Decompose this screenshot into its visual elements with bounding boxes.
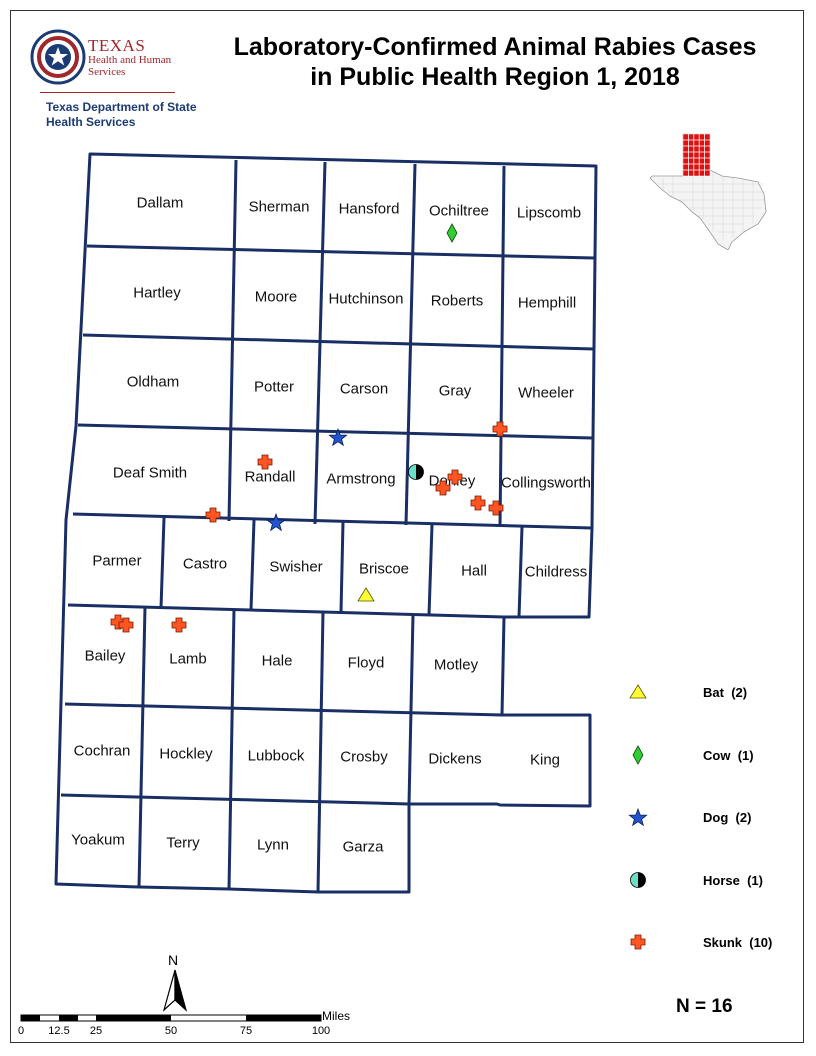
county-label: Hartley: [133, 284, 181, 302]
bat-marker: [357, 587, 375, 602]
county-label: Randall: [244, 468, 296, 486]
county-label: Castro: [182, 555, 228, 573]
county-label: Sherman: [248, 198, 310, 216]
total-count: N = 16: [676, 996, 733, 1017]
county-label: Deaf Smith: [112, 464, 188, 482]
scale-tick-label: 75: [239, 1025, 253, 1037]
county-label: Lynn: [257, 836, 289, 854]
county-label: Terry: [166, 834, 200, 852]
county-label: Lamb: [169, 650, 207, 668]
legend-item-skunk: Skunk (10): [703, 935, 773, 950]
county-label: Lubbock: [247, 747, 305, 765]
skunk-marker: [171, 617, 187, 633]
skunk-marker: [470, 495, 486, 511]
skunk-marker: [447, 469, 463, 485]
legend-item-cow: Cow (1): [703, 748, 754, 763]
county-label: Floyd: [347, 654, 385, 672]
logo-org-name: TEXAS Health and Human Services: [88, 36, 172, 78]
county-label: King: [529, 751, 561, 769]
county-label: Cochran: [73, 742, 131, 760]
triangle-icon: [629, 684, 647, 699]
legend-item-bat: Bat (2): [703, 685, 748, 700]
texas-locator-icon: [649, 133, 767, 250]
map-frame: [10, 10, 804, 1043]
north-label: N: [168, 952, 179, 968]
skunk-marker: [492, 421, 508, 437]
county-label: Motley: [433, 656, 479, 674]
county-label: Moore: [254, 288, 298, 306]
dog-marker: [328, 427, 348, 447]
county-label: Dickens: [428, 750, 482, 768]
scale-unit-label: Miles: [322, 1009, 351, 1023]
county-label: Gray: [438, 382, 472, 400]
county-label: Hemphill: [517, 294, 577, 312]
scale-tick-label: 12.5: [48, 1025, 70, 1037]
county-label: Swisher: [269, 558, 323, 576]
legend-symbols: [628, 684, 648, 950]
county-label: Hale: [261, 652, 293, 670]
county-label: Childress: [524, 563, 588, 581]
half-circle-icon: [630, 872, 646, 888]
cross-icon: [630, 934, 646, 950]
county-label: Carson: [339, 380, 389, 398]
county-label: Yoakum: [71, 831, 125, 849]
county-label: Dallam: [136, 194, 184, 212]
cow-marker: [446, 223, 458, 243]
scale-tick-label: 100: [311, 1025, 331, 1037]
dog-marker: [266, 512, 286, 532]
star-icon: [628, 807, 648, 827]
county-label: Wheeler: [518, 384, 574, 402]
diamond-icon: [632, 745, 644, 765]
legend-item-dog: Dog (2): [703, 810, 752, 825]
legend-item-horse: Horse (1): [703, 873, 763, 888]
county-label: Hockley: [159, 745, 213, 763]
skunk-marker: [488, 500, 504, 516]
logo-divider: [40, 92, 175, 93]
horse-marker: [408, 464, 424, 480]
county-label: Roberts: [430, 292, 484, 310]
scale-tick-label: 0: [17, 1025, 25, 1037]
county-label: Collingsworth: [500, 474, 592, 492]
skunk-marker: [257, 454, 273, 470]
county-label: Hall: [461, 562, 487, 580]
scale-bar: [20, 1014, 322, 1022]
scale-tick-label: 25: [89, 1025, 103, 1037]
county-label: Oldham: [126, 373, 180, 391]
county-label: Lipscomb: [516, 204, 582, 222]
county-label: Armstrong: [326, 470, 396, 488]
scale-tick-label: 50: [164, 1025, 178, 1037]
skunk-marker: [205, 507, 221, 523]
county-label: Ochiltree: [428, 202, 490, 220]
county-label: Garza: [342, 838, 384, 856]
county-label: Potter: [253, 378, 295, 396]
county-label: Hutchinson: [328, 290, 404, 308]
map-title: Laboratory-Confirmed Animal Rabies Cases…: [233, 33, 757, 91]
county-label: Parmer: [92, 552, 142, 570]
county-label: Hansford: [338, 200, 400, 218]
skunk-marker: [435, 480, 451, 496]
logo-dept-name: Texas Department of State Health Service…: [46, 100, 197, 129]
north-arrow-icon: [162, 969, 188, 1012]
county-label: Crosby: [340, 748, 388, 766]
hhs-seal-icon: [30, 29, 86, 85]
county-label: Briscoe: [358, 560, 410, 578]
county-label: Bailey: [84, 647, 126, 665]
